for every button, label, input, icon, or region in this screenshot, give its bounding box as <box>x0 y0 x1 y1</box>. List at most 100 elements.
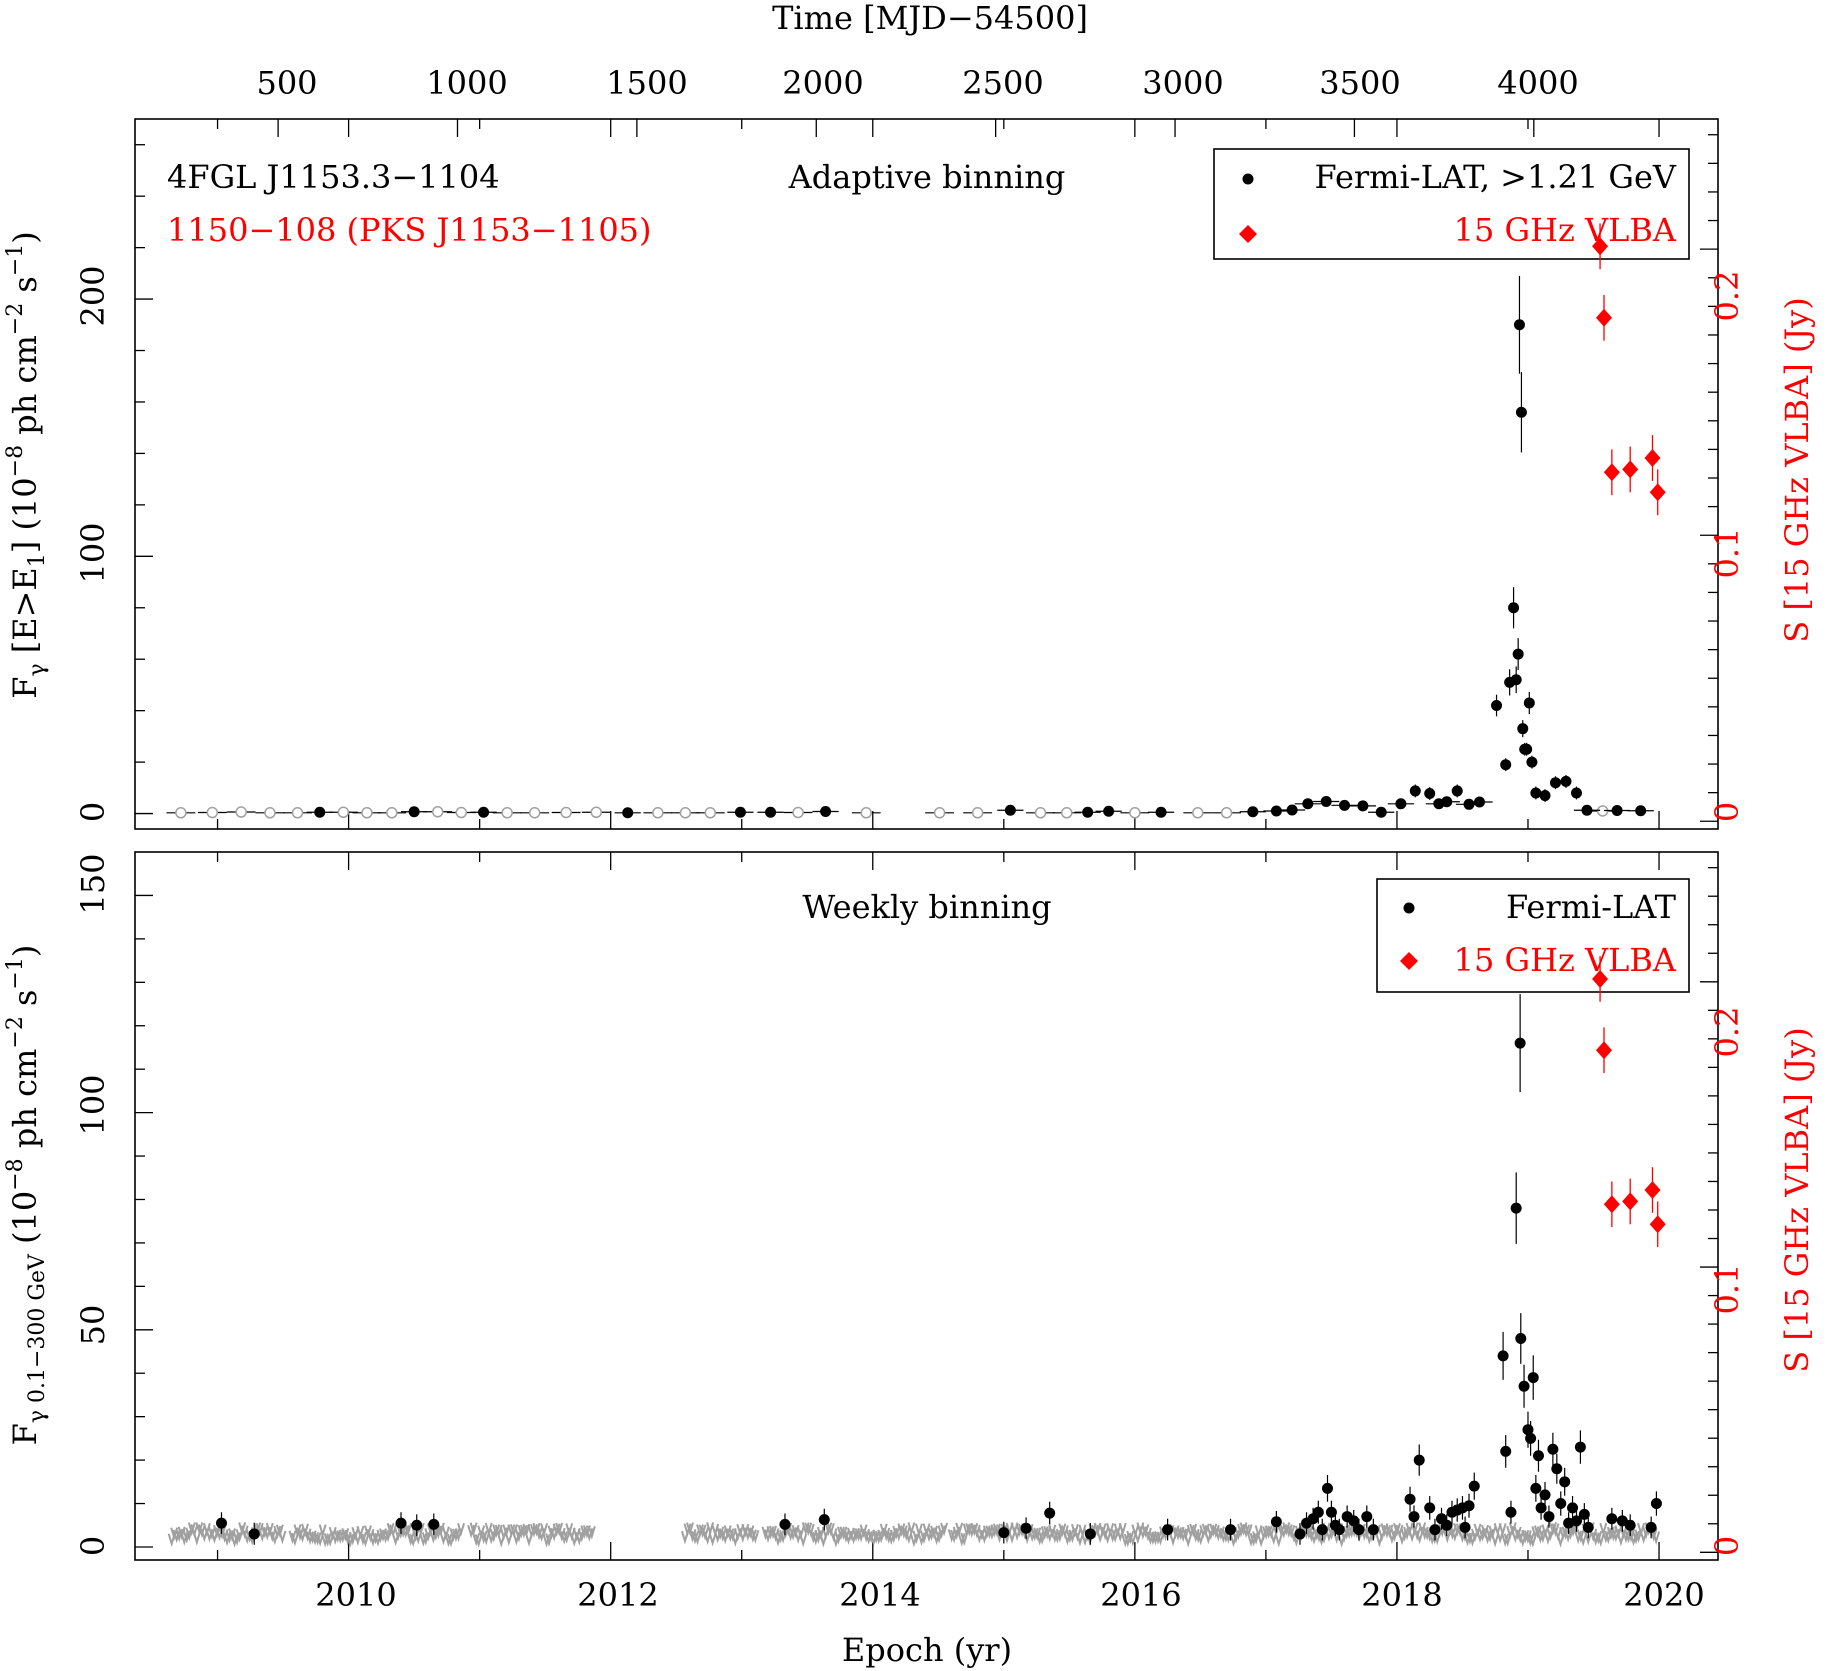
top-tick-label-3500: 3500 <box>1319 64 1400 102</box>
bottom-upper-limit-arrow <box>1632 1530 1640 1545</box>
top-upper-limit-point <box>792 806 804 819</box>
top-upper-limit-point <box>431 806 444 818</box>
top-fermi-point <box>1357 800 1369 812</box>
bottom-upper-limit-arrow <box>776 1529 785 1544</box>
bottom-upper-limit-arrow <box>381 1529 390 1544</box>
top-fermi-point <box>1286 804 1298 816</box>
bottom-upper-limit-arrow <box>386 1522 395 1537</box>
bottom-upper-limit-arrow <box>197 1524 206 1539</box>
bottom-fermi-point <box>1527 1372 1539 1384</box>
top-fermi-point <box>1155 806 1167 818</box>
bottom-upper-limit-arrow <box>1400 1528 1409 1542</box>
bottom-fermi-point <box>1559 1476 1571 1488</box>
bottom-upper-limit-arrow <box>718 1528 727 1543</box>
bottom-fermi-point <box>395 1517 407 1529</box>
x-axis-label: Epoch (yr) <box>842 1631 1012 1669</box>
bottom-fermi-point <box>1539 1489 1551 1501</box>
bottom-upper-limit-arrow <box>1498 1523 1507 1537</box>
top-upper-limit-point <box>679 807 692 819</box>
bottom-upper-limit-arrow <box>1287 1524 1296 1539</box>
bottom-fermi-point <box>1348 1515 1360 1527</box>
top-legend-marker-vlba <box>1239 225 1257 243</box>
bottom-upper-limit-arrow <box>301 1523 309 1538</box>
bottom-upper-limit-arrow <box>1448 1526 1457 1541</box>
bottom-upper-limit-arrow <box>1209 1523 1218 1538</box>
x-axis-tick-labels: 2010 2012 2014 2016 2018 2020 <box>315 1576 1704 1614</box>
bottom-panel-frame <box>134 851 1719 1561</box>
bottom-upper-limit-arrow <box>444 1533 453 1548</box>
bottom-upper-limit-arrow <box>1098 1523 1107 1538</box>
bottom-upper-limit-arrow <box>517 1524 526 1539</box>
top-upper-limit-point <box>1129 807 1141 819</box>
bottom-fermi-point <box>248 1528 260 1540</box>
bottom-upper-limit-arrow <box>1501 1533 1510 1548</box>
bottom-upper-limit-arrow <box>1121 1533 1130 1548</box>
bottom-upper-limit-arrows <box>167 1522 1661 1548</box>
bottom-upper-limit-arrow <box>1619 1525 1628 1540</box>
bottom-upper-limit-arrow <box>396 1525 405 1539</box>
top-fermi-point <box>820 806 832 818</box>
top-fermi-point <box>1581 804 1593 816</box>
bottom-upper-limit-arrow <box>547 1525 556 1540</box>
bottom-legend-box <box>1376 878 1690 993</box>
bottom-fermi-point <box>1555 1498 1567 1510</box>
bottom-upper-limit-arrow <box>1242 1524 1250 1539</box>
bottom-upper-limit-arrow <box>786 1527 795 1542</box>
bottom-legend-marker-fermi <box>1403 902 1415 914</box>
top-fermi-point <box>1521 743 1533 755</box>
bottom-upper-limit-arrow <box>716 1526 725 1541</box>
bottom-upper-limit-arrow <box>474 1534 483 1548</box>
bottom-y2-tick-label-0.1: 0.1 <box>1708 1264 1746 1315</box>
bottom-upper-limit-arrow <box>363 1525 372 1540</box>
bottom-upper-limit-arrow <box>1609 1528 1618 1542</box>
top-fermi-point <box>1560 775 1572 787</box>
bottom-upper-limit-arrow <box>321 1533 330 1548</box>
bottom-upper-limit-arrow <box>1108 1529 1117 1543</box>
bottom-upper-limit-arrow <box>291 1532 299 1547</box>
bottom-y-tick-label-0: 0 <box>74 1536 112 1556</box>
bottom-fermi-point <box>1570 1515 1582 1527</box>
bottom-fermi-point <box>1505 1506 1517 1518</box>
x-tick-label-2020: 2020 <box>1623 1576 1704 1614</box>
top-vlba-point <box>1603 463 1620 482</box>
bottom-upper-limit-arrow <box>492 1524 501 1539</box>
bottom-fermi-point <box>1518 1380 1530 1392</box>
top-tick-label-2500: 2500 <box>962 64 1043 102</box>
bottom-upper-limit-arrow <box>535 1526 543 1541</box>
bottom-fermi-point <box>215 1517 227 1529</box>
bottom-upper-limit-arrow <box>1033 1527 1042 1542</box>
bottom-fermi-point <box>1408 1511 1420 1523</box>
axis-ticks <box>135 119 1718 1560</box>
bottom-upper-limit-arrow <box>1453 1523 1462 1537</box>
bottom-fermi-point <box>1270 1516 1282 1528</box>
top-y2-tick-labels: 0 0.1 0.2 <box>1708 271 1746 823</box>
top-panel-frame <box>134 118 1719 830</box>
bottom-fermi-point <box>1551 1463 1563 1475</box>
bottom-upper-limit-arrow <box>1154 1531 1162 1545</box>
bottom-upper-limit-arrow <box>1561 1526 1570 1541</box>
bottom-upper-limit-arrow <box>565 1523 574 1537</box>
source-name: 4FGL J1153.3−1104 <box>167 158 500 196</box>
bottom-fermi-point <box>998 1527 1010 1539</box>
top-y-axis-label: Fγ [E>E1] (10−8 ph cm−2 s−1) <box>3 231 50 699</box>
bottom-upper-limit-arrow <box>970 1522 979 1537</box>
bottom-legend: Fermi-LAT 15 GHz VLBA <box>1376 878 1690 993</box>
bottom-fermi-point <box>1325 1506 1337 1518</box>
top-upper-limit-point <box>1060 807 1073 819</box>
bottom-fermi-point <box>1333 1524 1345 1536</box>
bottom-fermi-point <box>1510 1202 1522 1214</box>
bottom-upper-limit-arrow <box>313 1532 322 1546</box>
bottom-fermi-point <box>1316 1524 1328 1536</box>
bottom-upper-limit-arrow <box>1622 1529 1630 1544</box>
top-upper-limit-point <box>652 807 664 819</box>
bottom-fermi-point <box>1084 1528 1096 1540</box>
bottom-upper-limit-arrow <box>296 1527 304 1542</box>
bottom-vlba-point <box>1595 1041 1612 1060</box>
bottom-upper-limit-arrow <box>1053 1529 1062 1544</box>
bottom-upper-limit-arrow <box>907 1522 916 1536</box>
top-upper-limit-point <box>386 807 398 819</box>
top-upper-limit-point <box>528 807 541 819</box>
top-fermi-point <box>1517 723 1529 735</box>
bottom-upper-limit-arrow <box>1247 1533 1256 1548</box>
